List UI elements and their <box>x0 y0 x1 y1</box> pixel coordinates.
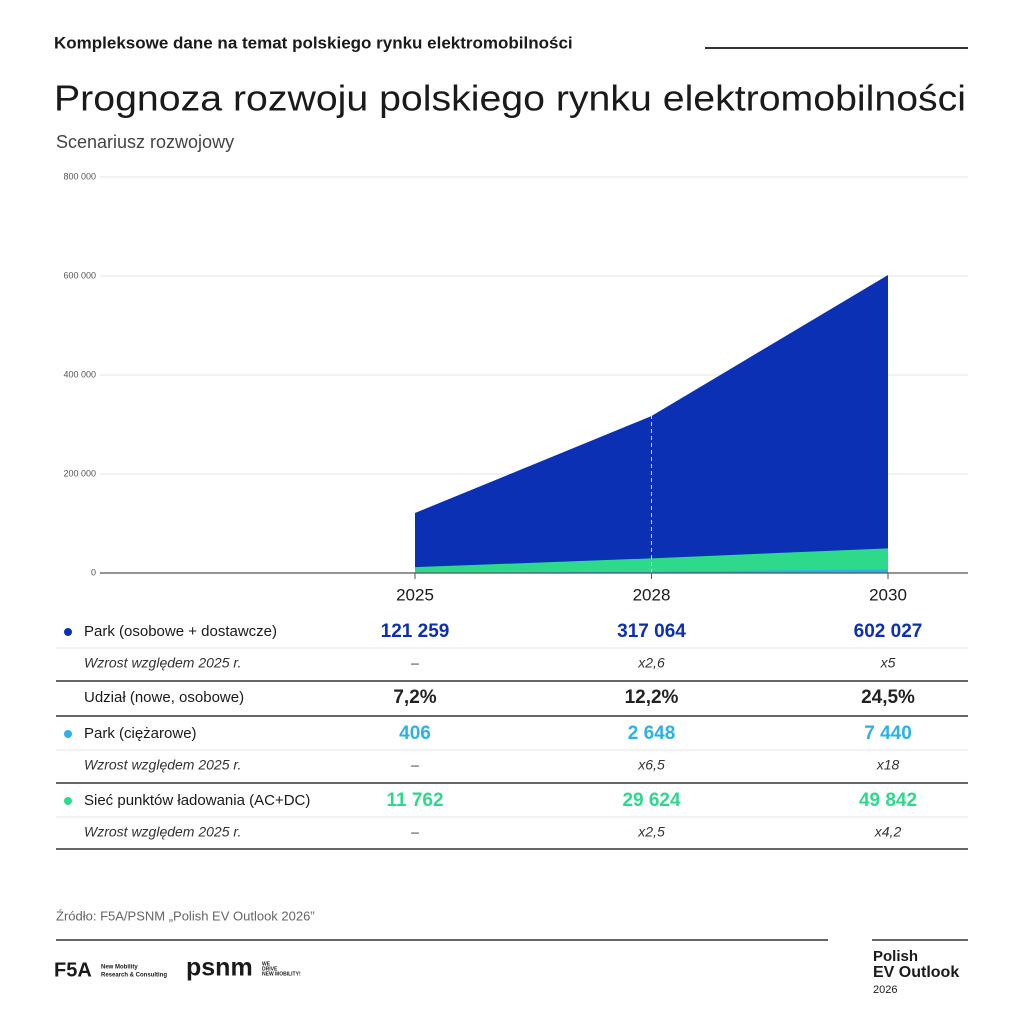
legend-dot <box>64 797 72 805</box>
y-tick-label: 800 000 <box>63 171 96 181</box>
value-label: 121 259 <box>381 621 450 642</box>
value-label: 11 762 <box>386 790 443 811</box>
y-tick-label: 600 000 <box>63 270 96 280</box>
value-label: 7 440 <box>864 723 912 744</box>
x-tick-label: 2028 <box>633 585 671 604</box>
growth-cell: x4,2 <box>874 824 902 840</box>
growth-cell: – <box>410 655 419 671</box>
psnm-tagline: WE <box>262 961 271 967</box>
growth-label: Wzrost względem 2025 r. <box>84 824 241 840</box>
chart-title: Prognoza rozwoju polskiego rynku elektro… <box>54 78 966 119</box>
outlook-logo: 2026 <box>873 984 897 996</box>
y-tick-label: 400 000 <box>63 369 96 379</box>
f5a-tagline: New Mobility <box>101 965 138 971</box>
chart-subtitle: Scenariusz rozwojowy <box>56 132 234 152</box>
psnm-logo: psnm <box>186 954 253 982</box>
value-label: 49 842 <box>859 790 917 811</box>
legend-dot <box>64 730 72 738</box>
value-label: 406 <box>399 723 431 744</box>
f5a-tagline: Research & Consulting <box>101 973 167 979</box>
legend-label: Park (osobowe + dostawcze) <box>84 623 277 640</box>
growth-cell: – <box>410 757 419 773</box>
growth-label: Wzrost względem 2025 r. <box>84 757 241 773</box>
share-cell: 12,2% <box>625 687 679 708</box>
growth-cell: x2,5 <box>637 824 665 840</box>
y-tick-label: 200 000 <box>63 468 96 478</box>
psnm-tagline: NEW MOBILITY! <box>262 971 301 977</box>
growth-cell: x2,6 <box>637 655 665 671</box>
value-label: 29 624 <box>622 790 681 811</box>
growth-cell: x6,5 <box>637 757 665 773</box>
value-label: 602 027 <box>854 621 923 642</box>
value-label: 2 648 <box>628 723 676 744</box>
legend-label: Park (ciężarowe) <box>84 725 197 742</box>
x-tick-label: 2025 <box>396 585 434 604</box>
growth-label: Wzrost względem 2025 r. <box>84 655 241 671</box>
growth-cell: x5 <box>880 655 896 671</box>
f5a-logo: F5A <box>54 959 92 981</box>
share-cell: 7,2% <box>393 687 436 708</box>
x-tick-label: 2030 <box>869 585 907 604</box>
y-tick-label: 0 <box>91 567 96 577</box>
growth-cell: x18 <box>876 757 900 773</box>
source: Źródło: F5A/PSNM „Polish EV Outlook 2026… <box>56 908 315 923</box>
kicker: Kompleksowe dane na temat polskiego rynk… <box>54 33 573 52</box>
psnm-tagline: DRIVE <box>262 966 278 972</box>
growth-cell: – <box>410 824 419 840</box>
legend-label: Sieć punktów ładowania (AC+DC) <box>84 792 310 809</box>
outlook-logo: Polish <box>873 948 918 965</box>
outlook-logo: EV Outlook <box>873 964 959 981</box>
share-cell: 24,5% <box>861 687 915 708</box>
area <box>415 548 888 573</box>
value-label: 317 064 <box>617 621 686 642</box>
area <box>415 569 888 573</box>
legend-dot <box>64 628 72 636</box>
share-label: Udział (nowe, osobowe) <box>84 689 244 706</box>
